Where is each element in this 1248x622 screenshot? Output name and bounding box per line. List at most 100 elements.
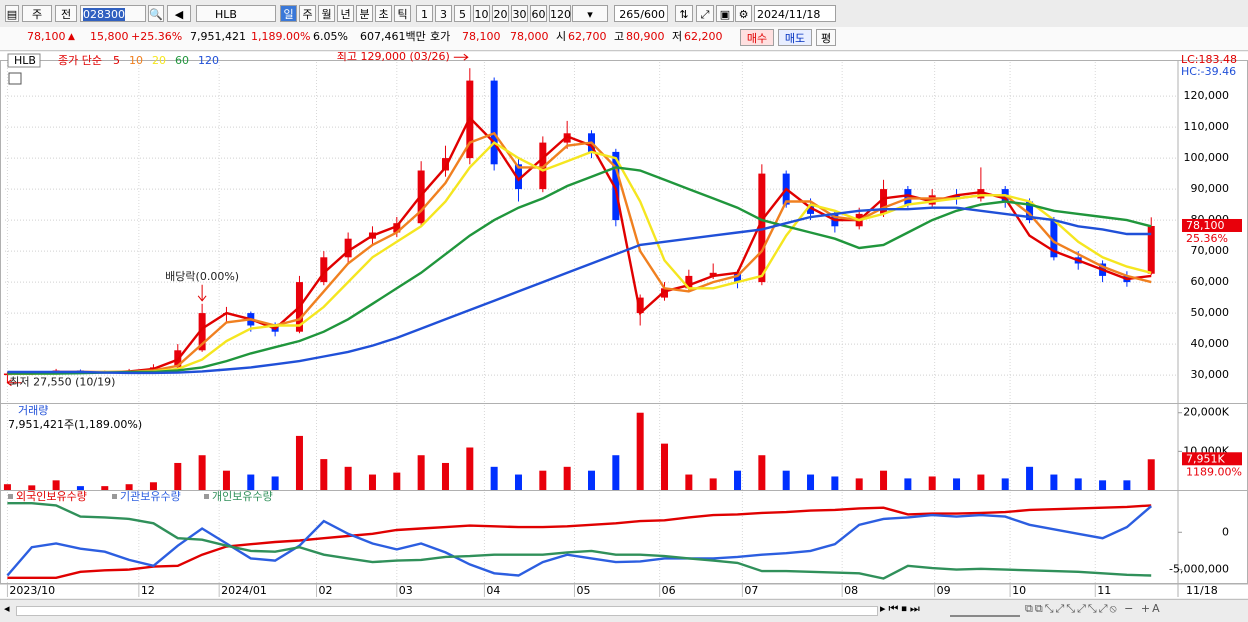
amount: 607,461백만: [360, 30, 426, 43]
period-button[interactable]: 분: [356, 5, 373, 22]
avg-button[interactable]: 평: [816, 29, 836, 46]
symbol: HLB: [14, 54, 36, 67]
candle-body: [612, 151, 620, 221]
nav-buttons[interactable]: ▸⏮⏹⏭: [880, 602, 923, 615]
x-tick-label: 10: [1012, 584, 1026, 597]
value-tag: [1182, 218, 1242, 232]
volume-bar: [831, 476, 839, 490]
turnover: 6.05%: [313, 30, 348, 43]
candle-body: [320, 257, 328, 283]
annotation-arrow: [197, 284, 207, 302]
sell-button[interactable]: 매도: [778, 29, 812, 46]
candle-body: [977, 189, 985, 199]
period-button[interactable]: 초: [375, 5, 392, 22]
volume-bar: [1050, 474, 1058, 490]
volume-bar: [320, 459, 328, 490]
volume-bar: [417, 455, 425, 490]
y-tick-label: 30,000: [1191, 368, 1230, 381]
line-series: [7, 166, 1152, 375]
interval-button[interactable]: 5: [454, 5, 471, 22]
period-button[interactable]: 틱: [394, 5, 411, 22]
buy-button[interactable]: 매수: [740, 29, 774, 46]
candle-body: [1050, 220, 1058, 258]
panel-frame: [0, 403, 1248, 491]
x-tick-label: 02: [319, 584, 333, 597]
x-tick-label: 12: [141, 584, 155, 597]
interval-button[interactable]: 20: [492, 5, 509, 22]
volume-bar: [1074, 478, 1082, 490]
interval-dropdown[interactable]: ▾: [572, 5, 608, 22]
volume-bar: [807, 474, 815, 490]
change-pct: +25.36%: [131, 30, 183, 43]
sound-button[interactable]: ◀: [167, 5, 191, 22]
annotation: 최고 129,000 (03/26): [337, 52, 450, 63]
y-tick-label: 20,000K: [1183, 406, 1229, 419]
y-tick-label: 120,000: [1184, 89, 1230, 102]
period-button[interactable]: 일: [280, 5, 297, 22]
market-select[interactable]: 주: [22, 5, 52, 22]
legend-entry: 60: [175, 54, 189, 67]
candle-body: [636, 297, 644, 314]
value-tag-pct: 1189.00%: [1186, 465, 1242, 478]
x-tick-label: 08: [844, 584, 858, 597]
candle-body: [807, 204, 815, 214]
search-button[interactable]: 🔍: [148, 5, 164, 22]
x-tick-label: 05: [576, 584, 590, 597]
x-end-label: 11/18: [1186, 584, 1218, 597]
date-input[interactable]: 2024/11/18: [754, 5, 836, 22]
ask: 78,100: [462, 30, 501, 43]
open: 62,700: [568, 30, 607, 43]
menu-icon[interactable]: ▤: [5, 5, 19, 22]
legend-entry: 20: [152, 54, 166, 67]
legend-entry: 기관보유수량: [120, 490, 181, 503]
volume-bar: [514, 474, 522, 490]
save-button[interactable]: ▣: [716, 5, 734, 22]
count-input[interactable]: 265/600: [614, 5, 668, 22]
code-input[interactable]: 028300: [80, 5, 146, 22]
candle-body: [198, 313, 206, 351]
interval-button[interactable]: 30: [511, 5, 528, 22]
line-series: [6, 505, 1152, 577]
interval-button[interactable]: 10: [473, 5, 490, 22]
prev-button[interactable]: 전: [55, 5, 77, 22]
interval-button[interactable]: 3: [435, 5, 452, 22]
legend-swatch: [112, 494, 117, 499]
zoom-slider[interactable]: [950, 601, 1020, 617]
interval-button[interactable]: 120: [549, 5, 571, 22]
tool-button[interactable]: ⇅: [675, 5, 693, 22]
volume-bar: [782, 470, 790, 490]
settings-button[interactable]: ⚙: [735, 5, 752, 22]
volume-bar: [636, 412, 644, 490]
volume-bar: [539, 470, 547, 490]
name-input[interactable]: HLB: [196, 5, 276, 22]
volume-bar: [125, 484, 133, 490]
volume-bar: [977, 474, 985, 490]
scroll-track[interactable]: [16, 606, 878, 616]
volume-bar: [198, 455, 206, 490]
legend-entry: 10: [129, 54, 143, 67]
line-series: [7, 502, 1152, 580]
period-button[interactable]: 년: [337, 5, 354, 22]
volume-bar: [368, 474, 376, 490]
tool-icons[interactable]: ⧉⧉⤡⤢⤡⤢⤡⤢⦸ − +A: [1025, 602, 1162, 615]
high: 80,900: [626, 30, 665, 43]
x-tick-label: 07: [744, 584, 758, 597]
period-button[interactable]: 월: [318, 5, 335, 22]
scroll-left[interactable]: ◂: [4, 602, 10, 615]
tool-button[interactable]: ⤢: [696, 5, 714, 22]
period-button[interactable]: 주: [299, 5, 316, 22]
interval-button[interactable]: 60: [530, 5, 547, 22]
interval-button[interactable]: 1: [416, 5, 433, 22]
line-series: [7, 504, 1152, 579]
legend-entry: 120: [198, 54, 219, 67]
volume-bar: [174, 462, 182, 490]
legend-swatch: [8, 494, 13, 499]
candle-body: [904, 189, 912, 205]
code-text: 028300: [83, 8, 125, 21]
volume-bar: [295, 435, 303, 490]
lc-label: LC:183.48: [1181, 53, 1237, 66]
line-series: [7, 141, 1152, 375]
candle-body: [1026, 201, 1034, 221]
candle-body: [880, 189, 888, 214]
x-tick-label: 2024/01: [221, 584, 267, 597]
